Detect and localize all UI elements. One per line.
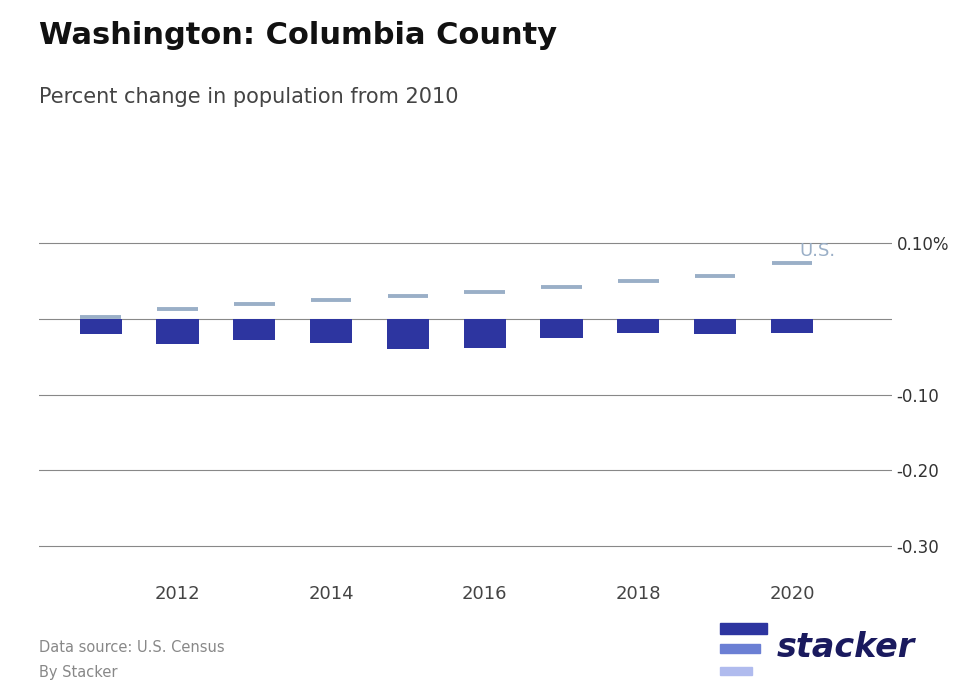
Bar — [310, 319, 352, 343]
Bar — [694, 319, 736, 334]
Text: stacker: stacker — [777, 631, 915, 665]
Text: Percent change in population from 2010: Percent change in population from 2010 — [39, 87, 459, 108]
Bar — [233, 319, 275, 340]
Bar — [540, 319, 583, 338]
Bar — [771, 319, 813, 333]
Bar — [464, 319, 506, 347]
Text: By Stacker: By Stacker — [39, 665, 118, 680]
Text: U.S.: U.S. — [800, 242, 836, 260]
Bar — [617, 319, 660, 333]
Bar — [79, 319, 122, 334]
Text: Washington: Columbia County: Washington: Columbia County — [39, 21, 558, 50]
Bar — [387, 319, 429, 350]
Text: Data source: U.S. Census: Data source: U.S. Census — [39, 640, 224, 654]
Bar — [157, 319, 199, 344]
